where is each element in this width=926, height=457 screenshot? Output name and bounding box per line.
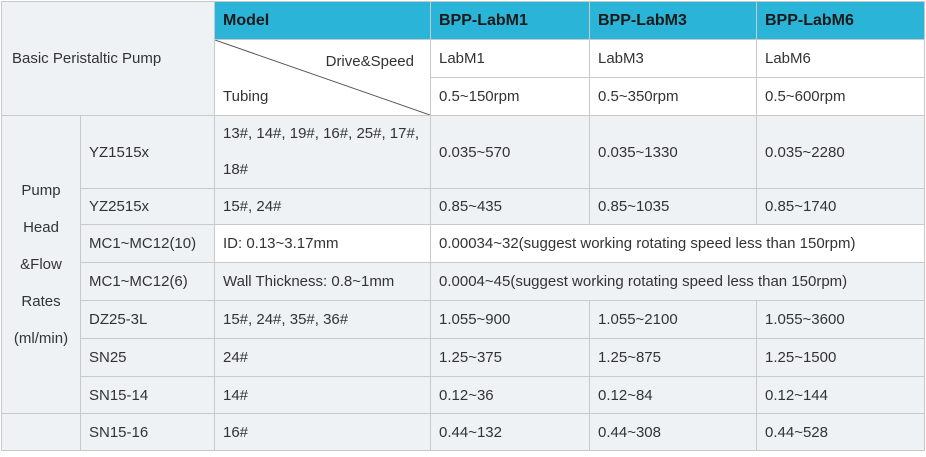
pump-head: SN25 xyxy=(80,338,215,377)
flow-m6: 1.055~3600 xyxy=(756,300,925,339)
flow-m3: 0.44~308 xyxy=(589,413,757,451)
pump-head: MC1~MC12(10) xyxy=(80,224,215,263)
drive-m3: LabM3 xyxy=(589,39,757,78)
model-header: Model xyxy=(214,1,431,40)
header-row-drive: Drive&Speed Tubing LabM1 LabM3 LabM6 xyxy=(2,39,925,116)
flow-m6: 0.12~144 xyxy=(756,376,925,414)
flow-m6: 0.44~528 xyxy=(756,413,925,451)
flow-m1: 1.25~375 xyxy=(430,338,590,377)
table-row: MC1~MC12(10) ID: 0.13~3.17mm 0.00034~32(… xyxy=(1,224,925,263)
model-name-m3: BPP-LabM3 xyxy=(589,1,757,40)
pump-head: DZ25-3L xyxy=(80,300,215,339)
drive-speed-label: Drive&Speed xyxy=(325,53,414,70)
model-name-m6: BPP-LabM6 xyxy=(756,1,925,40)
tubing-sizes: Wall Thickness: 0.8~1mm xyxy=(214,262,431,301)
table-row: SN25 24# 1.25~375 1.25~875 1.25~1500 xyxy=(1,338,925,377)
tubing-sizes: 15#, 24#, 35#, 36# xyxy=(214,300,431,339)
table-title: Basic Peristaltic Pump xyxy=(1,1,215,116)
rates-label-spacer xyxy=(1,413,81,451)
table-row: MC1~MC12(6) Wall Thickness: 0.8~1mm 0.00… xyxy=(1,262,925,301)
table-row: SN15-14 14# 0.12~36 0.12~84 0.12~144 xyxy=(1,376,925,414)
header-row-model: Basic Peristaltic Pump Model BPP-LabM1 B… xyxy=(1,1,925,116)
flow-m1: 0.035~570 xyxy=(430,115,590,189)
tubing-label: Tubing xyxy=(223,88,269,105)
tubing-sizes: 15#, 24# xyxy=(214,188,431,225)
pump-head: SN15-16 xyxy=(80,413,215,451)
pump-head-flow-rates-label: Pump Head &Flow Rates (ml/min) xyxy=(1,115,81,414)
tubing-sizes: 14# xyxy=(214,376,431,414)
drive-m1: LabM1 xyxy=(430,39,590,78)
tubing-sizes: 13#, 14#, 19#, 16#, 25#, 17#, 18# xyxy=(214,115,431,189)
table-row: Pump Head &Flow Rates (ml/min) YZ1515x 1… xyxy=(1,115,925,414)
flow-m6: 0.035~2280 xyxy=(756,115,925,189)
speed-m6: 0.5~600rpm xyxy=(756,77,925,116)
pump-head: SN15-14 xyxy=(80,376,215,414)
tubing-sizes: 16# xyxy=(214,413,431,451)
speed-m1: 0.5~150rpm xyxy=(430,77,590,116)
header-row-speed: 0.5~150rpm 0.5~350rpm 0.5~600rpm xyxy=(2,77,925,116)
flow-m3: 0.85~1035 xyxy=(589,188,757,225)
tubing-sizes: ID: 0.13~3.17mm xyxy=(214,224,431,263)
flow-m3: 1.25~875 xyxy=(589,338,757,377)
model-name-m1: BPP-LabM1 xyxy=(430,1,590,40)
speed-m3: 0.5~350rpm xyxy=(589,77,757,116)
table-row: DZ25-3L 15#, 24#, 35#, 36# 1.055~900 1.0… xyxy=(1,300,925,339)
pump-head: YZ1515x xyxy=(80,115,215,189)
pump-head: YZ2515x xyxy=(80,188,215,225)
drive-m6: LabM6 xyxy=(756,39,925,78)
flow-m6: 0.85~1740 xyxy=(756,188,925,225)
diagonal-divider xyxy=(215,40,430,115)
flow-m3: 1.055~2100 xyxy=(589,300,757,339)
flow-m3: 0.12~84 xyxy=(589,376,757,414)
flow-merged: 0.00034~32(suggest working rotating spee… xyxy=(430,224,925,263)
table-row: SN15-16 16# 0.44~132 0.44~308 0.44~528 xyxy=(1,413,925,451)
flow-m1: 0.12~36 xyxy=(430,376,590,414)
pump-head: MC1~MC12(6) xyxy=(80,262,215,301)
drive-tubing-header: Drive&Speed Tubing xyxy=(214,39,431,116)
flow-m1: 0.85~435 xyxy=(430,188,590,225)
tubing-sizes: 24# xyxy=(214,338,431,377)
flow-m1: 1.055~900 xyxy=(430,300,590,339)
table-row: YZ2515x 15#, 24# 0.85~435 0.85~1035 0.85… xyxy=(1,188,925,225)
flow-m6: 1.25~1500 xyxy=(756,338,925,377)
flow-merged: 0.0004~45(suggest working rotating speed… xyxy=(430,262,925,301)
flow-m1: 0.44~132 xyxy=(430,413,590,451)
flow-m3: 0.035~1330 xyxy=(589,115,757,189)
